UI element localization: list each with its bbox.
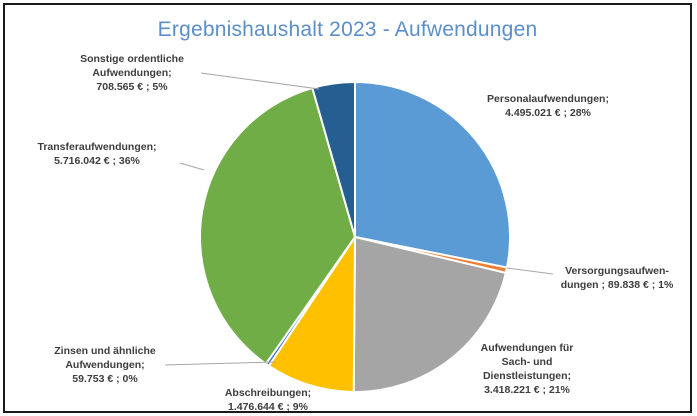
slice-label-1: Personalaufwendungen; 4.495.021 € ; 28%	[487, 93, 609, 119]
slice-label-5: Zinsen und ähnliche Aufwendungen; 59.753 €…	[54, 345, 156, 385]
pie-slice-1	[354, 80, 511, 269]
chart-frame: Ergebnishaushalt 2023 - Aufwendungen Per…	[3, 3, 692, 413]
pie-slice-4	[267, 233, 357, 393]
leader-line-2	[506, 267, 554, 275]
pie-slice-6	[199, 86, 357, 366]
pie-chart: Personalaufwendungen; 4.495.021 € ; 28% Ve…	[37, 53, 674, 413]
slice-label-4: Abschreibungen; 1.476.644 € ; 9%	[225, 387, 311, 413]
chart-title: Ergebnishaushalt 2023 - Aufwendungen	[157, 18, 538, 41]
slice-label-2: Versorgungsaufwen-dungen ; 89.838 € ; 1%	[561, 265, 674, 291]
leader-line-6	[179, 162, 205, 171]
slice-label-7: Sonstige ordentliche Aufwendungen; 708.565…	[80, 53, 184, 93]
slice-label-6: Transferaufwendungen; 5.716.042 € ; 36%	[37, 141, 156, 167]
slice-label-3: Aufwendungen für Sach- und Dienstleistunge…	[481, 342, 574, 396]
leader-line-7	[200, 72, 320, 90]
leader-line-5	[164, 361, 276, 366]
pie-slice-3	[352, 235, 507, 393]
